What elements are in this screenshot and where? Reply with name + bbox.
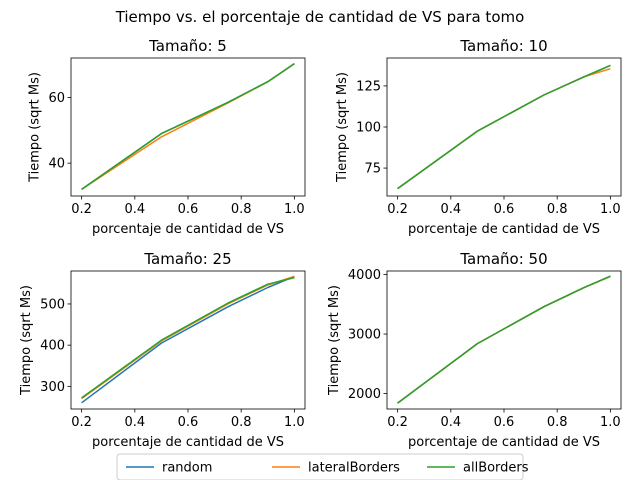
y-tick-label: 60 <box>48 91 65 106</box>
y-axis-label: Tiempo (sqrt Ms) <box>335 72 350 183</box>
axes-frame <box>70 57 306 197</box>
axes-frame <box>386 270 622 410</box>
series-line-random <box>397 64 611 190</box>
series-line-allBorders <box>397 64 611 190</box>
y-tick-label: 40 <box>48 157 65 172</box>
axes-frame <box>386 57 622 197</box>
x-tick-label: 0.4 <box>124 202 145 217</box>
series-line-lateralBorders <box>81 275 295 400</box>
figure-suptitle: Tiempo vs. el porcentaje de cantidad de … <box>115 8 525 26</box>
series-line-lateralBorders <box>397 67 611 190</box>
y-tick-label: 400 <box>40 339 65 354</box>
y-tick-label: 4000 <box>348 268 381 283</box>
y-tick-label: 75 <box>364 162 381 177</box>
x-tick-label: 0.4 <box>440 415 461 430</box>
y-tick-label: 3000 <box>348 328 381 343</box>
x-tick-label: 1.0 <box>600 415 621 430</box>
x-tick-label: 1.0 <box>284 415 305 430</box>
x-tick-label: 1.0 <box>284 202 305 217</box>
x-tick-label: 0.6 <box>178 415 199 430</box>
x-tick-label: 0.8 <box>547 202 568 217</box>
y-tick-label: 2000 <box>348 387 381 402</box>
x-axis-label: porcentaje de cantidad de VS <box>92 222 284 237</box>
x-axis-label: porcentaje de cantidad de VS <box>92 435 284 450</box>
legend-box <box>116 453 524 480</box>
legend: random lateralBorders allBorders <box>116 453 529 480</box>
legend-label-lateralBorders: lateralBorders <box>308 461 400 476</box>
y-tick-label: 500 <box>40 297 65 312</box>
y-tick-label: 125 <box>356 79 381 94</box>
subplot-2: 0.2 0.4 0.6 0.8 1.0 75 100 125 Tamaño: 10 porcent… <box>335 37 622 237</box>
legend-label-allBorders: allBorders <box>463 461 529 476</box>
y-tick-label: 300 <box>40 380 65 395</box>
y-axis-label: Tiempo (sqrt Ms) <box>327 285 342 396</box>
x-tick-label: 0.8 <box>547 415 568 430</box>
subplot-title: Tamaño: 5 <box>148 37 227 55</box>
y-axis-label: Tiempo (sqrt Ms) <box>27 72 42 183</box>
series-line-allBorders <box>397 275 611 404</box>
series-line-lateralBorders <box>397 275 611 404</box>
subplot-title: Tamaño: 10 <box>459 37 547 55</box>
x-tick-label: 1.0 <box>600 202 621 217</box>
y-tick-label: 100 <box>356 121 381 136</box>
subplot-3: 0.2 0.4 0.6 0.8 1.0 300 400 500 Tamaño: 25 porcen… <box>19 250 306 450</box>
x-tick-label: 0.2 <box>71 415 92 430</box>
legend-label-random: random <box>162 461 212 476</box>
series-line-random <box>81 275 295 404</box>
x-tick-label: 0.4 <box>440 202 461 217</box>
subplot-4: 0.2 0.4 0.6 0.8 1.0 2000 3000 4000 Tamaño: 50 por… <box>327 250 622 450</box>
series-line-random <box>397 275 611 404</box>
series-line-random <box>81 62 295 191</box>
subplot-title: Tamaño: 50 <box>459 250 547 268</box>
x-tick-label: 0.2 <box>71 202 92 217</box>
y-axis-label: Tiempo (sqrt Ms) <box>19 285 34 396</box>
axes-frame <box>70 270 306 410</box>
series-line-lateralBorders <box>81 62 295 191</box>
x-axis-label: porcentaje de cantidad de VS <box>408 222 600 237</box>
x-tick-label: 0.8 <box>231 202 252 217</box>
x-tick-label: 0.6 <box>494 415 515 430</box>
x-tick-label: 0.6 <box>178 202 199 217</box>
x-tick-label: 0.6 <box>494 202 515 217</box>
subplot-1: 0.2 0.4 0.6 0.8 1.0 40 60 Tamaño: 5 porcentaje d… <box>27 37 306 237</box>
x-tick-label: 0.2 <box>387 415 408 430</box>
x-tick-label: 0.8 <box>231 415 252 430</box>
series-line-allBorders <box>81 276 295 399</box>
x-axis-label: porcentaje de cantidad de VS <box>408 435 600 450</box>
x-tick-label: 0.2 <box>387 202 408 217</box>
subplot-title: Tamaño: 25 <box>143 250 231 268</box>
series-line-allBorders <box>81 62 295 191</box>
x-tick-label: 0.4 <box>124 415 145 430</box>
subplot-grid: 0.2 0.4 0.6 0.8 1.0 40 60 Tamaño: 5 porcentaje d… <box>19 37 622 450</box>
